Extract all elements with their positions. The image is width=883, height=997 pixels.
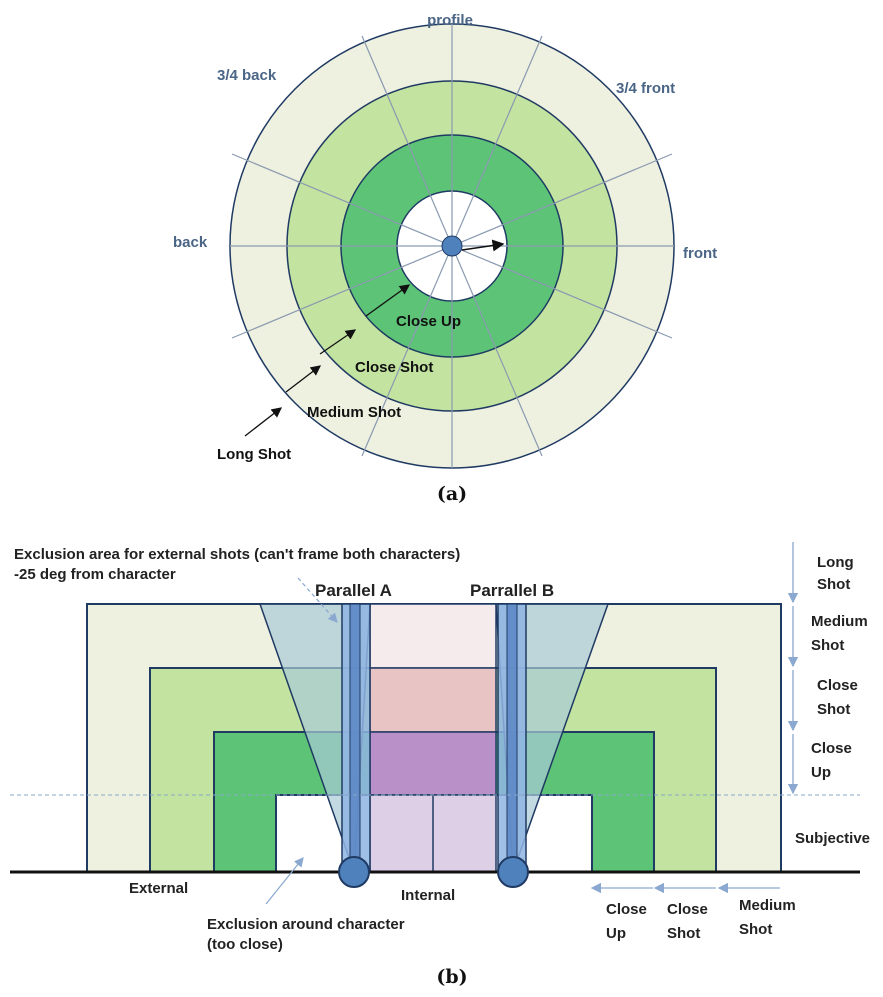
label-long-shot: Long Shot xyxy=(217,446,291,463)
character-b xyxy=(497,856,529,888)
label-exclusion-character-2: (too close) xyxy=(207,936,283,953)
right-medium-1: Medium xyxy=(811,613,868,630)
right-subjective: Subjective xyxy=(795,830,870,847)
character-marker xyxy=(441,235,463,257)
pointer-exclusion-character xyxy=(265,857,304,905)
right-close-up-1: Close xyxy=(811,740,852,757)
label-parallel-a: Parallel A xyxy=(315,581,392,600)
bottom-medium-shot-1: Medium xyxy=(739,897,796,914)
label-exclusion-character: Exclusion around character xyxy=(207,916,405,933)
label-parallel-b: Parrallel B xyxy=(470,581,554,600)
label-exclusion-external: Exclusion area for external shots (can't… xyxy=(14,546,460,563)
parallel-band-a-inner xyxy=(349,603,361,871)
figure-a: profile 3/4 back 3/4 front back front Cl… xyxy=(173,12,717,505)
label-external: External xyxy=(129,880,188,897)
right-medium-2: Shot xyxy=(811,637,844,654)
right-close-shot-2: Shot xyxy=(817,701,850,718)
label-three-quarter-back: 3/4 back xyxy=(217,67,277,84)
label-front: front xyxy=(683,245,717,262)
label-close-up: Close Up xyxy=(396,313,461,330)
label-close-shot: Close Shot xyxy=(355,359,433,376)
internal-medium xyxy=(369,667,497,733)
label-profile: profile xyxy=(427,12,473,29)
character-a xyxy=(338,856,370,888)
figure-b: Exclusion area for external shots (can't… xyxy=(10,542,870,988)
label-three-quarter-front: 3/4 front xyxy=(616,80,675,97)
right-long-2: Shot xyxy=(817,576,850,593)
bottom-medium-shot-2: Shot xyxy=(739,921,772,938)
bottom-close-shot-1: Close xyxy=(667,901,708,918)
label-exclusion-external-2: -25 deg from character xyxy=(14,566,176,583)
ring-label-arrows xyxy=(244,284,411,437)
bottom-close-up-1: Close xyxy=(606,901,647,918)
label-medium-shot: Medium Shot xyxy=(307,404,401,421)
internal-long xyxy=(369,603,497,669)
parallel-band-b-inner xyxy=(506,603,518,871)
facing-arrow xyxy=(461,239,505,252)
label-internal: Internal xyxy=(401,887,455,904)
right-close-shot-1: Close xyxy=(817,677,858,694)
caption-a: (a) xyxy=(437,483,467,505)
caption-b: (b) xyxy=(436,966,467,988)
right-close-up-2: Up xyxy=(811,764,831,781)
bottom-close-shot-2: Shot xyxy=(667,925,700,942)
right-long-1: Long xyxy=(817,554,854,571)
label-back: back xyxy=(173,234,208,251)
pointer-exclusion-external xyxy=(297,577,338,623)
internal-close xyxy=(369,731,497,796)
bottom-close-up-2: Up xyxy=(606,925,626,942)
